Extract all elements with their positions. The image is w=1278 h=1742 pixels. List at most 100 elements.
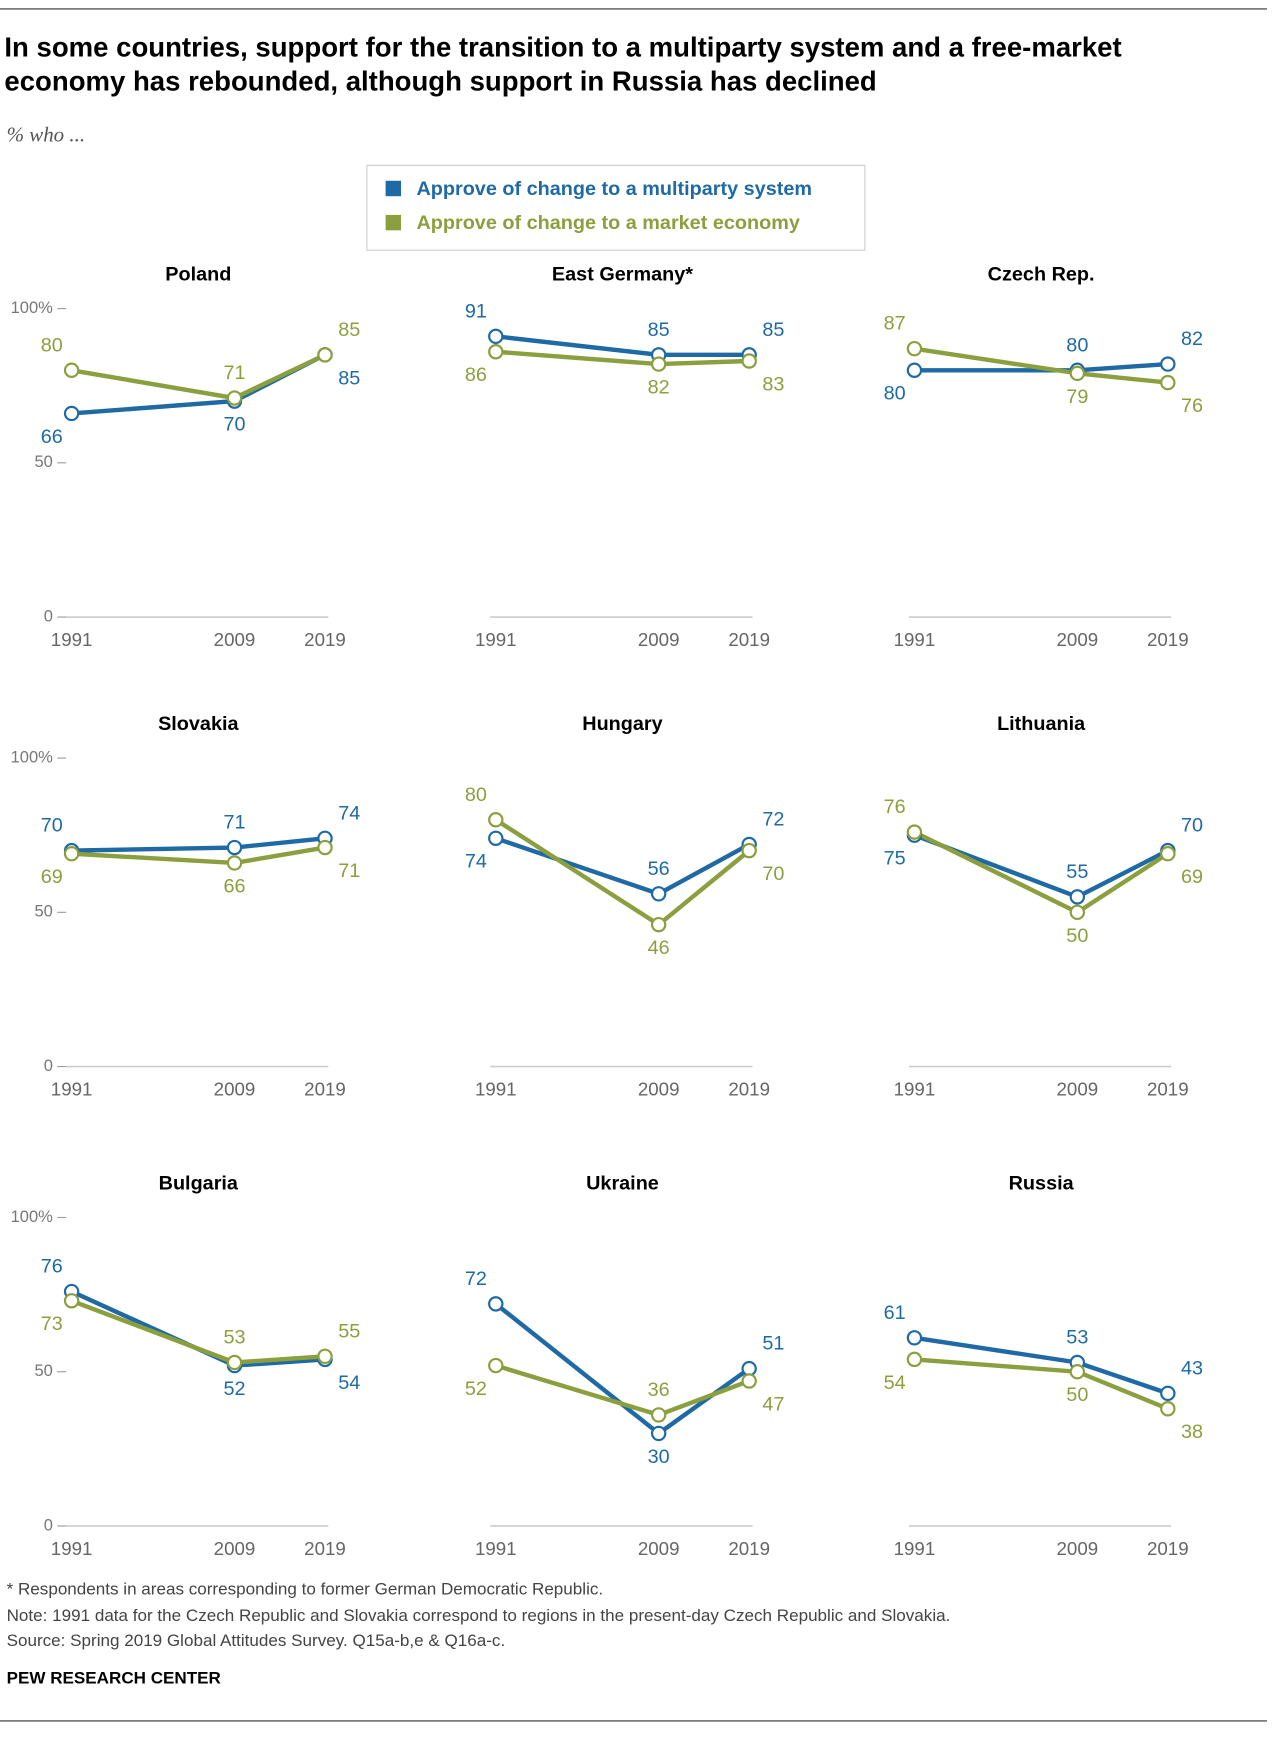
value-label: 85 [762, 319, 784, 341]
point [650, 886, 667, 902]
point [650, 1425, 667, 1442]
panel-title: Hungary [582, 713, 662, 735]
point [906, 824, 923, 840]
point [1069, 1364, 1086, 1380]
x-tick-label: 2019 [304, 1079, 346, 1100]
point [650, 356, 667, 372]
title: In some countries, support for the trans… [4, 32, 1122, 98]
x-tick-label: 2019 [1147, 1079, 1189, 1100]
value-label: 79 [1066, 386, 1088, 408]
x-tick-label: 2009 [638, 1079, 680, 1100]
value-label: 54 [338, 1372, 360, 1394]
panel-title: Ukraine [586, 1173, 659, 1195]
point [906, 340, 923, 357]
x-tick-label: 1991 [894, 1079, 936, 1100]
value-label: 71 [223, 812, 245, 834]
series-line [495, 334, 750, 358]
series-line [495, 1363, 750, 1418]
value-label: 74 [338, 802, 360, 824]
value-label: 85 [648, 319, 670, 341]
point [226, 390, 243, 406]
value-label: 91 [465, 300, 487, 322]
x-tick-label: 2009 [638, 629, 680, 650]
point [1069, 889, 1086, 905]
note: * Respondents in areas corresponding to … [7, 1579, 604, 1598]
point [63, 1293, 80, 1309]
x-tick-label: 1991 [475, 1079, 517, 1100]
value-label: 74 [465, 851, 487, 873]
point [1160, 1401, 1176, 1417]
legend-label: Approve of change to a market economy [416, 212, 799, 234]
value-label: 76 [1181, 395, 1203, 417]
value-label: 53 [1066, 1326, 1088, 1348]
point [741, 1373, 757, 1389]
value-label: 82 [648, 377, 670, 399]
y-tick-label: 0 [44, 1515, 53, 1534]
value-label: 80 [41, 334, 63, 356]
y-tick-label: 50 [35, 452, 53, 471]
panel-title: Slovakia [158, 713, 239, 735]
point [488, 328, 504, 345]
x-tick-label: 1991 [51, 1079, 93, 1100]
value-label: 70 [1181, 815, 1203, 837]
value-label: 80 [465, 784, 487, 806]
panel-title: Lithuania [997, 713, 1086, 735]
value-label: 50 [1066, 1384, 1088, 1406]
value-label: 61 [884, 1302, 906, 1324]
point [741, 353, 757, 369]
x-tick-label: 2009 [638, 1538, 680, 1559]
panel-title: Russia [1009, 1173, 1075, 1195]
x-tick-label: 1991 [51, 1538, 93, 1559]
series-line [71, 352, 327, 416]
panel-title: East Germany* [552, 264, 693, 286]
point [741, 842, 757, 859]
point [63, 845, 80, 862]
value-label: 53 [223, 1326, 245, 1348]
value-label: 54 [884, 1372, 906, 1394]
x-tick-label: 1991 [475, 629, 517, 650]
point [906, 1330, 923, 1346]
x-tick-label: 2009 [1057, 1538, 1099, 1559]
y-tick-label: 100% [11, 298, 54, 317]
y-tick-label: 0 [44, 1056, 53, 1075]
value-label: 47 [762, 1393, 784, 1415]
value-label: 70 [762, 863, 784, 885]
point [488, 812, 504, 828]
point [488, 1296, 504, 1312]
title-box: In some countries, support for the trans… [4, 32, 1122, 98]
y-tick-label: 50 [35, 902, 53, 921]
point [650, 1407, 667, 1423]
x-tick-label: 2009 [1057, 629, 1099, 650]
x-tick-label: 1991 [51, 629, 93, 650]
legend-swatch [385, 214, 402, 231]
value-label: 85 [338, 319, 360, 341]
x-tick-label: 1991 [894, 1538, 936, 1559]
point [317, 839, 333, 856]
value-label: 46 [648, 937, 670, 959]
value-label: 80 [884, 383, 906, 405]
point [63, 362, 80, 378]
x-tick-label: 2009 [1057, 1079, 1099, 1100]
value-label: 73 [41, 1313, 63, 1335]
x-tick-label: 2019 [304, 1538, 346, 1559]
series-line [913, 833, 1169, 900]
value-label: 52 [223, 1378, 245, 1400]
point [226, 1354, 243, 1371]
value-label: 82 [1181, 328, 1203, 350]
legend-swatch [385, 180, 402, 197]
value-label: 50 [1066, 925, 1088, 947]
value-label: 36 [648, 1379, 670, 1401]
series-line [70, 1289, 326, 1368]
y-tick-label: 50 [35, 1361, 53, 1380]
value-label: 55 [338, 1320, 360, 1342]
y-tick-label: 100% [11, 1207, 54, 1226]
value-label: 55 [1066, 861, 1088, 883]
note: Note: 1991 data for the Czech Republic a… [7, 1606, 951, 1625]
value-label: 72 [465, 1268, 487, 1290]
x-tick-label: 2019 [728, 629, 770, 650]
x-tick-label: 2019 [728, 1538, 770, 1559]
series-line [494, 1302, 751, 1437]
point [317, 347, 333, 363]
value-label: 71 [338, 860, 360, 882]
series-line [494, 817, 751, 928]
